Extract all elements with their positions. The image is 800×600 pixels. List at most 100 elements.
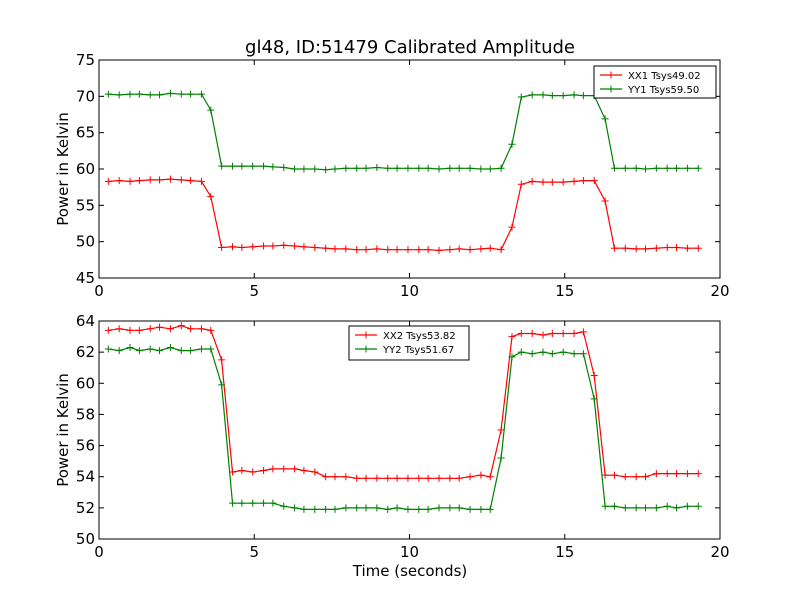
data-point [300,165,308,173]
data-point [415,164,423,172]
data-point [683,244,691,252]
data-point [115,177,123,185]
y-tick-label: 70 [76,87,95,105]
data-point [528,91,536,99]
data-point [548,329,556,337]
data-point [156,176,164,184]
data-point [632,245,640,253]
x-tick-label: 0 [94,282,104,300]
data-point [435,165,443,173]
data-point [177,90,185,98]
data-point [404,246,412,254]
data-point [663,502,671,510]
data-point [260,499,268,507]
data-point [166,325,174,333]
y-tick-label: 45 [76,269,95,287]
data-point [126,326,134,334]
data-point [311,243,319,251]
data-point [353,246,361,254]
data-point [177,322,185,330]
legend-marker [607,85,615,93]
legend: XX1 Tsys49.02 YY1 Tsys59.50 [593,65,717,99]
data-point [435,474,443,482]
data-point [300,466,308,474]
data-point [632,164,640,172]
data-point [342,473,350,481]
y-tick-label: 54 [76,468,95,486]
data-point [652,164,660,172]
data-point [579,350,587,358]
data-point [559,348,567,356]
data-point [548,92,556,100]
data-point [362,474,370,482]
data-point [249,468,257,476]
data-point [548,350,556,358]
series-line [108,325,699,479]
data-point [331,505,339,513]
legend-label: YY1 Tsys59.50 [627,85,699,96]
data-point [384,164,392,172]
data-point [694,502,702,510]
data-point [570,329,578,337]
data-point [486,505,494,513]
data-point [207,345,215,353]
y-tick-label: 64 [76,312,95,330]
data-point [601,115,609,123]
data-point [353,474,361,482]
data-point [362,504,370,512]
legend-box [593,65,717,99]
data-point [115,325,123,333]
data-point [446,474,454,482]
data-point [218,381,226,389]
legend-label: YY2 Tsys51.67 [382,345,454,356]
data-point [466,164,474,172]
y-tick-label: 58 [76,405,95,423]
data-point [373,474,381,482]
x-tick-label: 0 [94,543,104,561]
data-point [539,178,547,186]
data-point [683,502,691,510]
data-point [424,246,432,254]
data-point [528,177,536,185]
data-point [291,465,299,473]
data-point [673,243,681,251]
x-tick-label: 20 [710,543,729,561]
data-point [362,246,370,254]
data-point [446,164,454,172]
data-point [610,244,618,252]
data-point [570,91,578,99]
data-point [197,177,205,185]
series-layer [104,89,702,254]
data-point [663,164,671,172]
data-point [466,246,474,254]
data-point [477,471,485,479]
data-point [404,164,412,172]
data-point [342,164,350,172]
data-point [135,347,143,355]
data-point [446,504,454,512]
x-axis-label: Time (seconds) [352,562,468,580]
data-point [508,223,516,231]
data-point [663,243,671,251]
data-point [694,164,702,172]
series-line [108,92,699,171]
legend-box [348,325,470,361]
data-point [260,242,268,250]
data-point [508,353,516,361]
data-point [673,470,681,478]
data-point [455,474,463,482]
data-point [486,165,494,173]
data-point [156,323,164,331]
data-point [415,246,423,254]
data-point [393,164,401,172]
data-point [331,473,339,481]
data-point [497,164,505,172]
x-tick-label: 15 [555,282,574,300]
x-tick-label: 5 [249,543,259,561]
y-axis-label: Power in Kelvin [54,373,72,487]
data-point [229,499,237,507]
data-point [435,246,443,254]
data-point [260,162,268,170]
data-point [269,163,277,171]
data-point [673,504,681,512]
